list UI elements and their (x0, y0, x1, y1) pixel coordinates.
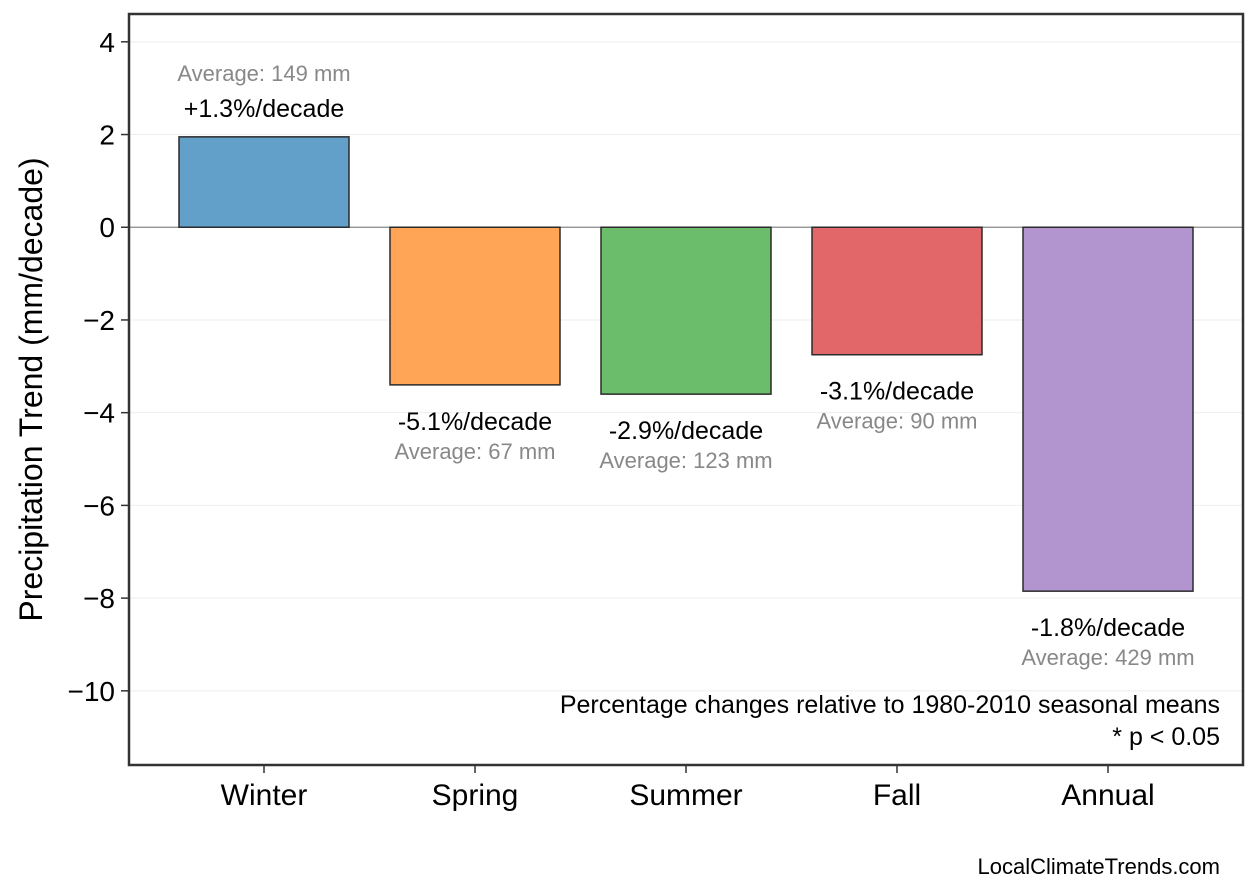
bar-pct-label: +1.3%/decade (184, 95, 345, 123)
bar-average-label: Average: 429 mm (1021, 645, 1194, 670)
x-tick-label: Fall (873, 779, 921, 812)
y-tick-label: 2 (99, 120, 115, 151)
y-tick-label: −4 (83, 398, 115, 429)
bar-winter (178, 136, 350, 228)
y-tick-label: −6 (83, 490, 115, 521)
bars (178, 136, 1194, 592)
x-axis-ticks: Winter Spring Summer Fall Annual (221, 765, 1155, 812)
x-tick-label: Winter (221, 779, 308, 812)
bar-summer (600, 226, 772, 395)
y-tick-label: −2 (83, 305, 115, 336)
bar-fall (811, 226, 983, 356)
source-credit: LocalClimateTrends.com (978, 854, 1221, 879)
y-tick-label: −8 (83, 583, 115, 614)
y-tick-label: 4 (99, 27, 115, 58)
bar-average-label: Average: 123 mm (599, 448, 772, 473)
bar-spring (389, 226, 561, 386)
y-axis-label: Precipitation Trend (mm/decade) (13, 157, 49, 621)
x-tick-label: Annual (1061, 779, 1154, 812)
bar-average-label: Average: 149 mm (177, 61, 350, 86)
bar-annual (1022, 226, 1194, 592)
bar-pct-label: -1.8%/decade (1031, 614, 1185, 642)
significance-note: * p < 0.05 (1112, 723, 1220, 751)
bar-annotations: +1.3%/decade Average: 149 mm -5.1%/decade A… (177, 61, 1194, 670)
bar-average-label: Average: 90 mm (816, 409, 977, 434)
y-axis-ticks: 4 2 0 −2 −4 −6 −8 −10 (68, 27, 129, 707)
x-tick-label: Spring (432, 779, 519, 812)
x-tick-label: Summer (629, 779, 742, 812)
y-tick-label: −10 (68, 676, 116, 707)
bar-average-label: Average: 67 mm (394, 439, 555, 464)
bar-pct-label: -3.1%/decade (820, 378, 974, 406)
bar-pct-label: -5.1%/decade (398, 408, 552, 436)
percentage-note: Percentage changes relative to 1980-2010… (560, 691, 1220, 719)
y-tick-label: 0 (99, 212, 115, 243)
bar-pct-label: -2.9%/decade (609, 417, 763, 445)
